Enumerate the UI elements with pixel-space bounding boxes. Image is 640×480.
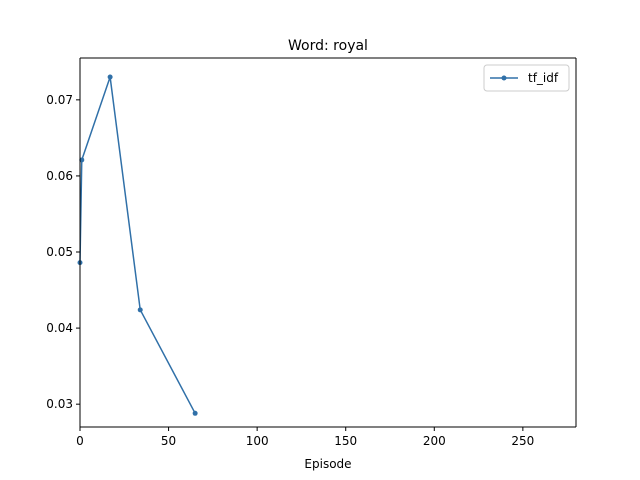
- x-tick-label: 50: [161, 434, 176, 448]
- plot-area: [80, 58, 576, 427]
- y-tick-label: 0.04: [46, 321, 73, 335]
- data-point: [79, 157, 85, 163]
- legend-label-tf-idf: tf_idf: [528, 71, 559, 85]
- axes-frame: [79, 57, 577, 428]
- legend-box: [483, 64, 570, 92]
- data-point: [137, 307, 143, 313]
- y-axis-ticks: 0.03 0.04 0.05 0.06 0.07: [46, 93, 80, 411]
- y-tick-label: 0.07: [46, 93, 73, 107]
- x-tick-label: 0: [76, 434, 84, 448]
- x-axis-ticks: 0 50 100 150 200 250: [76, 427, 534, 448]
- x-tick-label: 250: [511, 434, 534, 448]
- x-tick-label: 100: [246, 434, 269, 448]
- y-tick-label: 0.05: [46, 245, 73, 259]
- x-tick-label: 150: [334, 434, 357, 448]
- x-axis-label: Episode: [304, 457, 351, 471]
- x-tick-label: 200: [423, 434, 446, 448]
- data-point: [192, 410, 198, 416]
- chart-title: Word: royal: [288, 38, 368, 54]
- data-point: [107, 74, 113, 80]
- y-tick-label: 0.06: [46, 169, 73, 183]
- legend-marker-swatch: [501, 75, 507, 81]
- y-tick-label: 0.03: [46, 397, 73, 411]
- legend: tf_idf: [483, 64, 570, 92]
